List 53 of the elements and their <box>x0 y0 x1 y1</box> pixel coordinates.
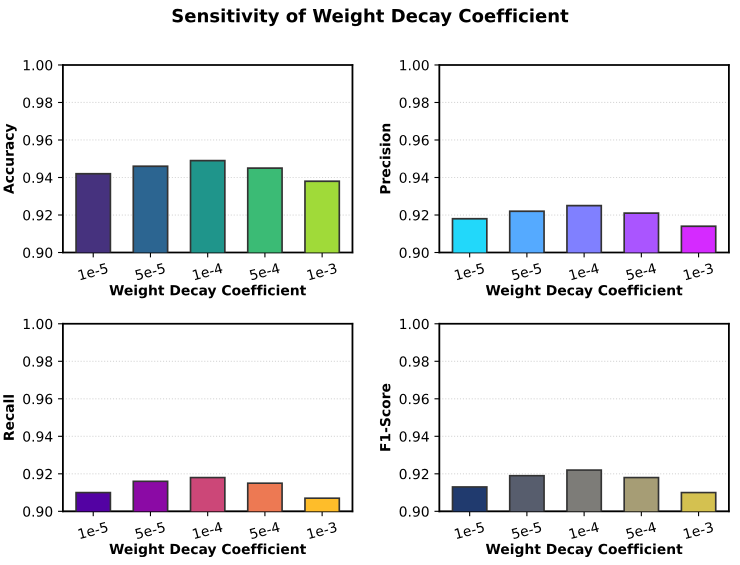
y-tick-label: 0.90 <box>400 506 429 517</box>
y-tick-label: 0.96 <box>23 134 52 146</box>
y-tick-label: 0.94 <box>23 172 52 183</box>
y-tick-label: 0.90 <box>23 506 52 517</box>
chart-title: Sensitivity of Weight Decay Coefficient <box>172 8 568 26</box>
x-tick-label: 5e-5 <box>511 262 542 280</box>
x-tick-label: 5e-5 <box>134 262 166 280</box>
y-tick-label: 0.96 <box>23 394 52 404</box>
x-tick-label: 1e-3 <box>683 262 714 280</box>
y-tick-label: 1.00 <box>400 60 429 70</box>
y-tick-label: 0.94 <box>400 431 429 442</box>
y-tick-label: 0.94 <box>400 172 429 183</box>
x-tick-label: 1e-3 <box>306 522 338 540</box>
x-tick-label: 1e-3 <box>306 262 338 280</box>
y-tick-label: 0.94 <box>23 431 52 442</box>
y-tick-label: 0.98 <box>23 356 52 367</box>
x-tick-label: 1e-5 <box>454 262 485 280</box>
x-tick-label: 5e-4 <box>249 522 280 540</box>
y-tick-label: 0.96 <box>400 394 429 404</box>
y-tick-label: 0.90 <box>400 247 429 258</box>
y-tick-label: 0.92 <box>400 210 428 220</box>
x-tick-label: 1e-3 <box>683 522 714 540</box>
y-tick-label: 1.00 <box>400 318 429 330</box>
x-axis-title: Weight Decay Coefficient <box>486 284 682 298</box>
y-tick-label: 0.90 <box>23 247 52 258</box>
x-axis-title: Weight Decay Coefficient <box>109 544 306 558</box>
x-tick-label: 5e-4 <box>626 262 657 280</box>
y-tick-label: 0.92 <box>400 468 428 480</box>
x-tick-label: 5e-5 <box>511 522 542 540</box>
y-axis-title: Accuracy <box>4 124 17 194</box>
x-tick-label: 1e-4 <box>192 522 224 540</box>
y-tick-label: 0.98 <box>400 356 429 367</box>
x-tick-label: 5e-4 <box>249 262 280 280</box>
y-axis-title: Recall <box>3 395 14 440</box>
x-tick-label: 1e-5 <box>78 262 108 280</box>
y-tick-label: 1.00 <box>24 60 52 70</box>
y-tick-label: 0.92 <box>23 210 52 220</box>
y-tick-label: 0.96 <box>400 134 429 146</box>
y-axis-title: Precision <box>380 124 390 194</box>
x-tick-label: 1e-5 <box>454 522 485 540</box>
x-tick-label: 1e-4 <box>192 262 224 280</box>
x-axis-title: Weight Decay Coefficient <box>109 284 306 298</box>
x-tick-label: 1e-4 <box>568 522 600 540</box>
y-tick-label: 0.92 <box>23 468 52 480</box>
x-tick-label: 5e-4 <box>626 522 657 540</box>
x-tick-label: 1e-5 <box>78 522 108 540</box>
y-tick-label: 0.98 <box>400 97 429 108</box>
y-axis-title: F1-Score <box>380 384 390 451</box>
x-axis-title: Weight Decay Coefficient <box>486 544 682 558</box>
x-tick-label: 1e-4 <box>568 262 600 280</box>
y-tick-label: 1.00 <box>24 318 52 330</box>
x-tick-label: 5e-5 <box>134 522 166 540</box>
y-tick-label: 0.98 <box>23 97 52 108</box>
